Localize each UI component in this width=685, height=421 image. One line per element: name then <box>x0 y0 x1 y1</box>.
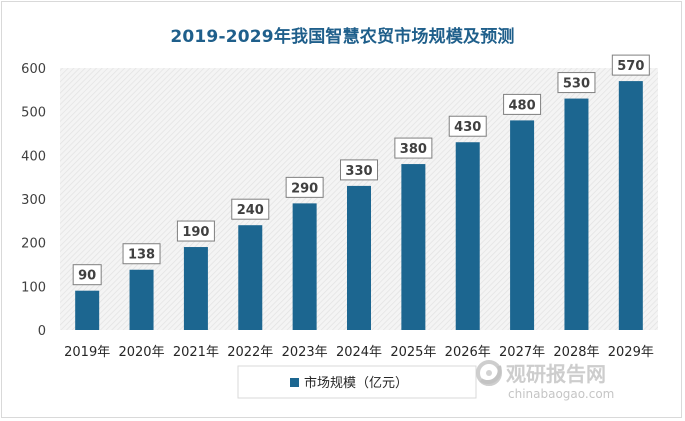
data-label-box <box>72 264 102 286</box>
bar <box>75 290 100 330</box>
data-label-box <box>285 176 324 198</box>
legend-label: 市场规模（亿元） <box>304 375 408 391</box>
bar <box>618 81 643 330</box>
data-label-box <box>394 137 433 159</box>
x-axis: 2019年 2020年 2021年 2022年 2023年 2024年 2025年 2026年… <box>64 345 654 360</box>
data-label: 138 <box>122 243 161 265</box>
x-tick-label: 2029年 <box>608 345 654 360</box>
x-tick-label: 2020年 <box>118 345 164 360</box>
watermark-name: 观研报告网 <box>506 362 606 386</box>
bar <box>510 120 535 331</box>
data-label: 480 <box>503 93 542 115</box>
data-label: 530 <box>557 72 596 94</box>
data-label: 190 <box>176 220 215 242</box>
watermark-logo-icon <box>476 360 502 386</box>
data-label-box <box>122 243 161 265</box>
bar <box>129 269 154 330</box>
y-tick-label: 500 <box>21 106 46 121</box>
y-axis: 0 100 200 300 400 500 600 <box>21 62 46 339</box>
y-tick-label: 400 <box>21 149 46 164</box>
watermark-url: chinabaogao.com <box>508 387 614 401</box>
x-tick-label: 2021年 <box>173 345 219 360</box>
data-label-text: 90 <box>78 269 96 284</box>
y-tick-label: 600 <box>21 62 46 77</box>
data-label-text: 138 <box>128 248 155 263</box>
data-label-box <box>340 159 378 181</box>
data-label-text: 570 <box>617 59 644 74</box>
bar <box>238 225 263 330</box>
data-label: 240 <box>231 198 270 220</box>
y-tick-label: 200 <box>21 237 46 252</box>
data-label: 380 <box>394 137 433 159</box>
chart-title: 2019-2029年我国智慧农贸市场规模及预测 <box>170 27 515 47</box>
data-label-box <box>557 72 596 94</box>
bar <box>183 247 208 330</box>
bars: 90 138 190 240 290 330 380 430 480 530 570 <box>72 54 650 331</box>
x-tick-label: 2027年 <box>499 345 545 360</box>
data-label-text: 480 <box>509 98 536 113</box>
data-label-box <box>611 54 650 76</box>
data-label-text: 530 <box>563 77 590 92</box>
data-label-box <box>448 115 487 137</box>
data-label: 430 <box>448 115 487 137</box>
watermark: 观研报告网 chinabaogao.com <box>476 360 614 401</box>
data-label-text: 380 <box>400 142 427 157</box>
data-label: 290 <box>285 176 324 198</box>
bar <box>455 142 480 330</box>
x-tick-label: 2026年 <box>445 345 491 360</box>
data-label-text: 290 <box>291 181 318 196</box>
legend-swatch <box>290 378 299 387</box>
bar <box>401 164 426 330</box>
y-tick-label: 100 <box>21 280 46 295</box>
legend: 市场规模（亿元） <box>237 365 477 399</box>
x-tick-label: 2022年 <box>227 345 273 360</box>
x-tick-label: 2025年 <box>390 345 436 360</box>
data-label: 90 <box>72 264 102 286</box>
data-label-box <box>503 93 542 115</box>
data-label-text: 190 <box>182 225 209 240</box>
x-tick-label: 2023年 <box>282 345 328 360</box>
data-label-text: 240 <box>237 203 264 218</box>
bar <box>564 98 589 330</box>
bar <box>292 203 317 330</box>
data-label: 330 <box>340 159 378 181</box>
x-tick-label: 2028年 <box>553 345 599 360</box>
x-tick-label: 2024年 <box>336 345 382 360</box>
data-label-box <box>231 198 270 220</box>
legend-box <box>237 365 477 399</box>
data-label-box <box>176 220 215 242</box>
y-tick-label: 0 <box>38 324 46 339</box>
x-tick-label: 2019年 <box>64 345 110 360</box>
data-label-text: 330 <box>345 164 372 179</box>
data-label: 570 <box>611 54 650 76</box>
y-tick-label: 300 <box>21 193 46 208</box>
bar <box>347 185 371 330</box>
data-label-text: 430 <box>454 120 481 135</box>
